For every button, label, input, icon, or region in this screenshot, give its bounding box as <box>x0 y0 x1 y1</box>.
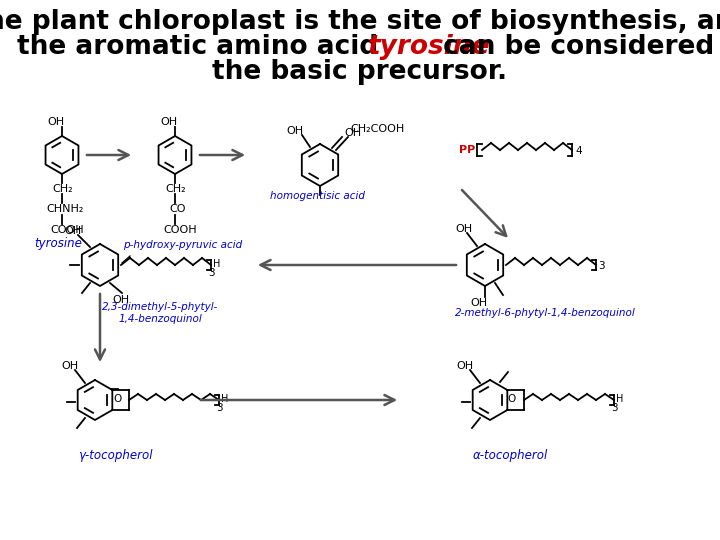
Text: tyrosine: tyrosine <box>368 34 490 60</box>
Text: OH: OH <box>161 117 178 127</box>
Text: the basic precursor.: the basic precursor. <box>212 59 508 85</box>
Text: γ-tocopherol: γ-tocopherol <box>78 449 152 462</box>
Text: COOH: COOH <box>163 225 197 235</box>
Text: CH₂COOH: CH₂COOH <box>350 124 404 134</box>
Text: O: O <box>508 394 516 404</box>
Text: H: H <box>213 259 220 269</box>
Text: OH: OH <box>455 224 472 234</box>
Text: OH: OH <box>456 361 473 371</box>
Text: tyrosine: tyrosine <box>34 237 82 249</box>
Text: 3: 3 <box>216 403 222 413</box>
Text: OH: OH <box>61 361 78 371</box>
Text: 4: 4 <box>575 146 582 156</box>
Text: The plant chloroplast is the site of biosynthesis, and: The plant chloroplast is the site of bio… <box>0 9 720 35</box>
Text: 3: 3 <box>611 403 618 413</box>
Text: p-hydroxy-pyruvic acid: p-hydroxy-pyruvic acid <box>123 240 243 250</box>
Text: CH₂: CH₂ <box>52 184 73 194</box>
Text: 2,3-dimethyl-5-phytyl-
1,4-benzoquinol: 2,3-dimethyl-5-phytyl- 1,4-benzoquinol <box>102 302 218 324</box>
Text: OH: OH <box>286 126 303 136</box>
Text: CO: CO <box>169 204 186 214</box>
Text: 3: 3 <box>598 261 605 271</box>
Text: O: O <box>113 394 121 404</box>
Text: 3: 3 <box>208 268 215 278</box>
Text: H: H <box>221 394 228 404</box>
Text: PP: PP <box>459 145 475 155</box>
Text: OH: OH <box>112 295 129 305</box>
Text: 2-methyl-6-phytyl-1,4-benzoquinol: 2-methyl-6-phytyl-1,4-benzoquinol <box>454 308 635 318</box>
Text: H: H <box>616 394 624 404</box>
Text: the aromatic amino acid: the aromatic amino acid <box>17 34 387 60</box>
Text: OH: OH <box>64 226 81 236</box>
Text: homogentisic acid: homogentisic acid <box>271 191 366 201</box>
Text: OH: OH <box>48 117 65 127</box>
Text: CHNH₂: CHNH₂ <box>46 204 84 214</box>
Text: CH₂: CH₂ <box>165 184 186 194</box>
Text: α-tocopherol: α-tocopherol <box>472 449 548 462</box>
Text: COOH: COOH <box>50 225 84 235</box>
Text: OH: OH <box>470 298 487 308</box>
Text: OH: OH <box>344 128 361 138</box>
Text: can be considered: can be considered <box>434 34 714 60</box>
